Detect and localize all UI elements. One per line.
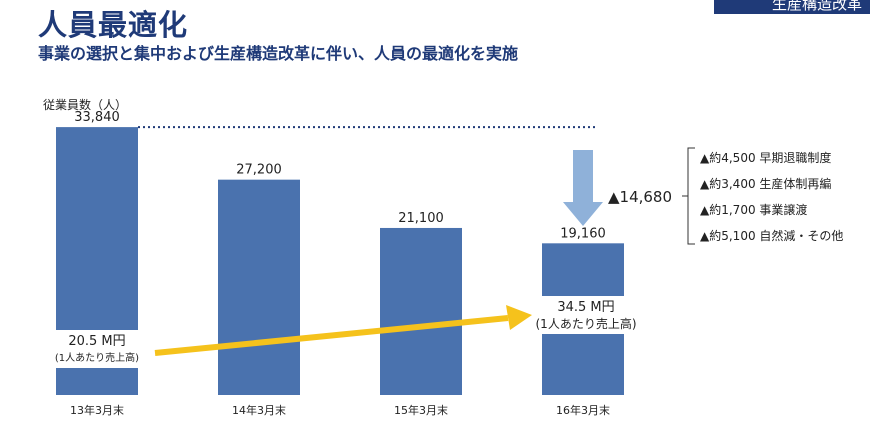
section-tab[interactable]: 生産構造改革 [712, 0, 870, 16]
page-subtitle: 事業の選択と集中および生産構造改革に伴い、人員の最適化を実施 [38, 44, 519, 63]
x-tick-label-3: 15年3月末 [394, 403, 448, 417]
sales-end-note: (1人あたり売上高) [536, 316, 637, 331]
sales-start-note: (1人あたり売上高) [55, 351, 139, 364]
breakdown-item-4: ▲約5,100 自然減・その他 [700, 228, 843, 243]
x-tick-label-2: 14年3月末 [232, 403, 286, 417]
label-mask-start [55, 330, 145, 368]
label-mask-end [538, 296, 638, 334]
bar-3 [380, 227, 462, 395]
y-axis-label: 従業員数（人） [43, 97, 127, 112]
x-tick-label-4: 16年3月末 [556, 403, 610, 417]
reduction-arrow [563, 150, 603, 226]
bar-value-label-4: 19,160 [560, 226, 606, 241]
reduction-label: ▲14,680 [608, 188, 672, 206]
bar-value-label-1: 33,840 [74, 110, 120, 125]
breakdown-item-3: ▲約1,700 事業譲渡 [700, 202, 807, 217]
breakdown-item-2: ▲約3,400 生産体制再編 [700, 176, 831, 191]
bar-value-label-3: 21,100 [398, 211, 444, 226]
sales-end-value: 34.5 M円 [557, 300, 614, 315]
breakdown-bracket [682, 147, 695, 245]
page-title: 人員最適化 [38, 8, 189, 42]
sales-start-value: 20.5 M円 [68, 334, 125, 349]
sales-growth-arrowhead [506, 305, 532, 330]
bar-value-label-2: 27,200 [236, 163, 282, 178]
sales-growth-arrow-shaft [154, 315, 509, 356]
breakdown-item-1: ▲約4,500 早期退職制度 [700, 150, 831, 165]
bar-2 [218, 179, 300, 395]
x-tick-label-1: 13年3月末 [70, 403, 124, 417]
